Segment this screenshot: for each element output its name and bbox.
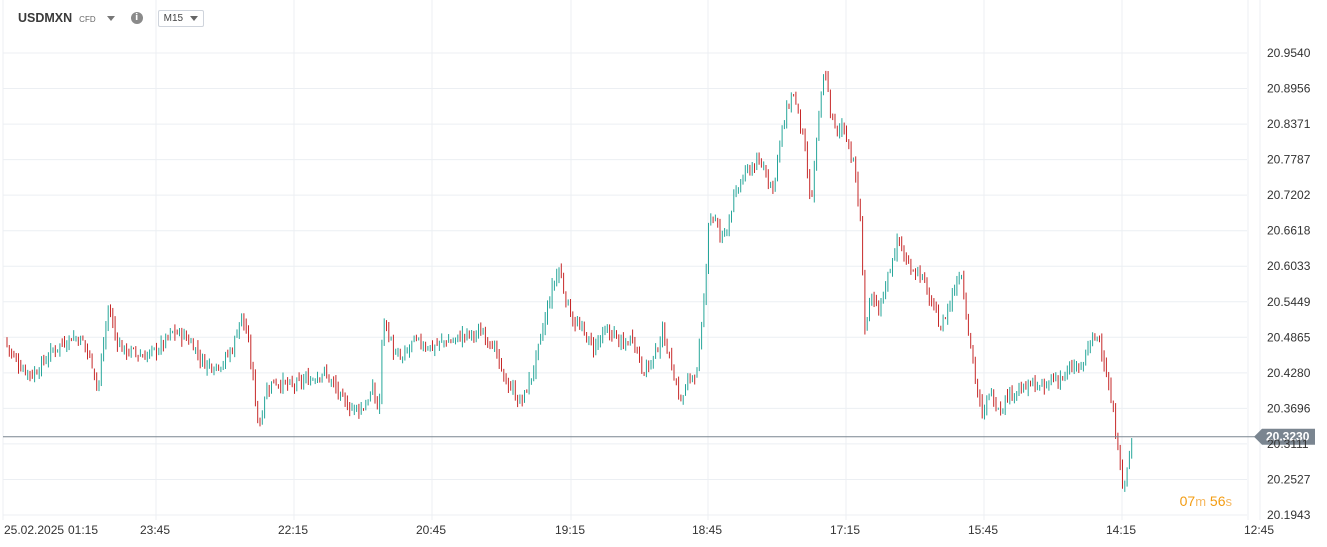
y-tick-label: 20.3111 [1267, 437, 1309, 451]
x-axis: 25.02.2025 01:15 23:45 22:15 20:45 19:15 18:45… [4, 523, 1274, 537]
x-tick-label: 25.02.2025 [4, 523, 64, 537]
countdown-second-unit: s [1225, 494, 1233, 509]
x-tick-label: 22:15 [278, 523, 308, 537]
symbol-name[interactable]: USDMXN [18, 11, 73, 25]
y-tick-label: 20.3696 [1267, 401, 1311, 415]
y-tick-label: 20.6033 [1267, 259, 1311, 273]
y-tick-label: 20.9540 [1267, 46, 1311, 60]
y-tick-label: 20.7787 [1267, 153, 1311, 167]
chart-header: USDMXN CFD i M15 [18, 8, 205, 28]
timeframe-select[interactable]: M15 [157, 9, 205, 27]
x-tick-label: 15:45 [968, 523, 998, 537]
y-tick-label: 20.8371 [1267, 117, 1311, 131]
y-tick-label: 20.7202 [1267, 188, 1311, 202]
grid-layer [2, 0, 1261, 520]
y-tick-label: 20.5449 [1267, 295, 1311, 309]
candle-layer [6, 70, 1133, 492]
x-tick-label: 19:15 [555, 523, 585, 537]
x-tick-label: 23:45 [140, 523, 170, 537]
y-tick-label: 20.4280 [1267, 366, 1311, 380]
candle-countdown: 07m 56s [1180, 493, 1232, 509]
x-tick-label: 17:15 [830, 523, 860, 537]
x-tick-label: 14:15 [1106, 523, 1136, 537]
countdown-minute-unit: m [1195, 494, 1207, 509]
y-tick-label: 20.2527 [1267, 472, 1311, 486]
x-tick-label: 01:15 [68, 523, 98, 537]
instrument-type: CFD [79, 15, 96, 24]
x-tick-label: 12:45 [1244, 523, 1274, 537]
symbol-dropdown-icon[interactable] [106, 15, 115, 21]
timeframe-value: M15 [163, 12, 184, 24]
y-tick-label: 20.4865 [1267, 330, 1311, 344]
current-price-tag [1254, 428, 1315, 445]
chevron-down-icon [190, 15, 199, 21]
price-line-layer: 20.3230 [3, 428, 1315, 445]
countdown-minutes: 07 [1179, 493, 1196, 509]
y-tick-label: 20.6618 [1267, 224, 1311, 238]
x-tick-label: 20:45 [416, 523, 446, 537]
y-tick-label: 20.8956 [1267, 82, 1311, 96]
countdown-seconds: 56 [1209, 493, 1226, 509]
info-icon[interactable]: i [130, 12, 143, 24]
current-price-label: 20.3230 [1266, 430, 1310, 444]
y-tick-label: 20.1943 [1267, 508, 1311, 522]
x-tick-label: 18:45 [692, 523, 722, 537]
y-axis: 20.9540 20.8956 20.8371 20.7787 20.7202 20.66… [1267, 46, 1311, 522]
